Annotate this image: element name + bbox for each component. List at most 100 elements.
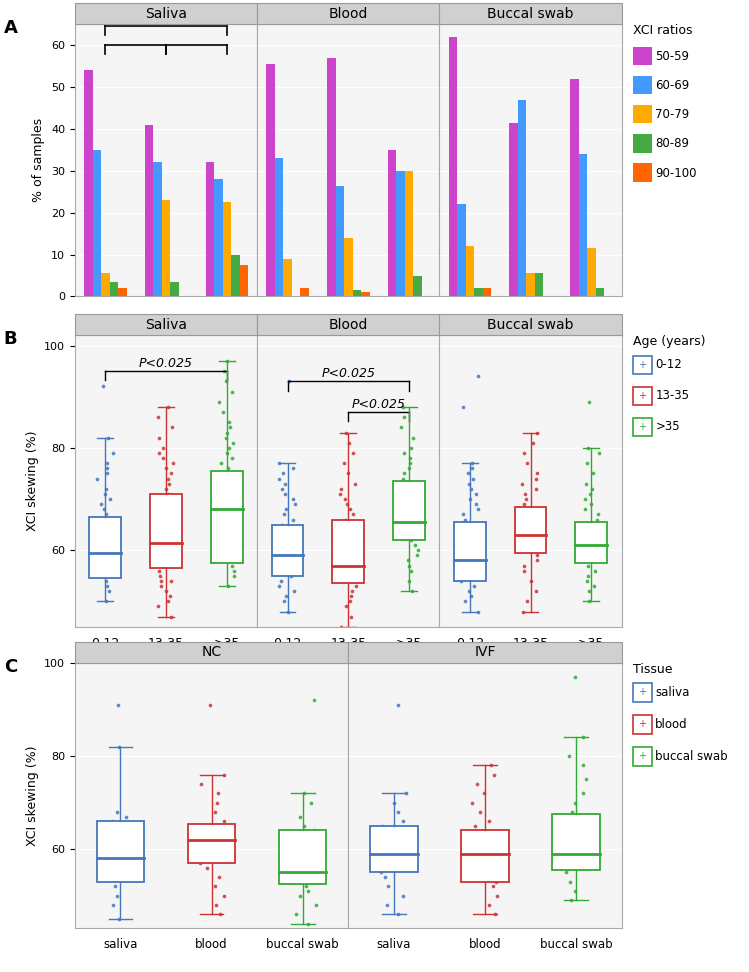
Point — [91, 470, 103, 486]
Point — [463, 558, 475, 573]
Point — [397, 470, 409, 486]
Bar — [333, 519, 364, 583]
Point — [124, 842, 136, 857]
Point — [227, 470, 239, 486]
Point — [100, 506, 112, 522]
Point — [467, 846, 479, 861]
Point — [308, 692, 320, 708]
Point — [336, 619, 348, 635]
Point — [303, 884, 315, 899]
Bar — [101, 273, 109, 296]
Point — [290, 527, 302, 542]
Point — [157, 450, 169, 466]
Point — [389, 846, 401, 861]
Point — [157, 440, 169, 456]
Point — [99, 486, 111, 502]
Point — [379, 827, 391, 843]
Point — [339, 558, 351, 573]
Point — [339, 511, 351, 527]
Point — [406, 583, 418, 599]
Text: > 35: > 35 — [578, 318, 604, 329]
Point — [98, 568, 110, 583]
Text: 0-12: 0-12 — [275, 318, 300, 329]
Bar — [466, 246, 474, 296]
Point — [344, 502, 356, 517]
Point — [491, 842, 503, 857]
Point — [397, 399, 409, 415]
Point — [300, 865, 312, 881]
Point — [289, 497, 301, 512]
Point — [163, 594, 175, 609]
Point — [95, 497, 107, 512]
Bar — [370, 826, 417, 873]
Point — [278, 594, 290, 609]
Point — [531, 553, 543, 569]
Point — [106, 814, 118, 829]
Point — [580, 860, 592, 876]
Bar — [575, 522, 607, 563]
Point — [518, 563, 530, 578]
Point — [479, 822, 491, 838]
Point — [100, 573, 112, 589]
Point — [462, 466, 474, 481]
Point — [225, 450, 237, 466]
Point — [204, 697, 216, 712]
Point — [228, 568, 240, 583]
Text: Blood: Blood — [329, 318, 368, 331]
Point — [167, 456, 179, 471]
Point — [465, 481, 477, 497]
Bar — [353, 291, 361, 296]
Point — [563, 822, 575, 838]
Point — [489, 869, 501, 885]
Text: 50-59: 50-59 — [655, 50, 689, 63]
Point — [593, 553, 605, 569]
Point — [218, 767, 230, 782]
Text: A: A — [4, 19, 18, 38]
Point — [104, 491, 116, 506]
Point — [216, 404, 228, 420]
Point — [112, 850, 124, 866]
Point — [343, 435, 355, 451]
Point — [404, 533, 416, 548]
Point — [104, 522, 116, 538]
Point — [303, 916, 315, 931]
Text: Tissue: Tissue — [633, 663, 673, 676]
Point — [470, 497, 482, 512]
Point — [518, 497, 530, 512]
Point — [563, 818, 575, 834]
Point — [279, 476, 291, 492]
Bar — [211, 470, 243, 563]
Point — [165, 608, 177, 624]
Point — [492, 860, 504, 876]
Point — [404, 491, 416, 506]
Point — [335, 522, 347, 538]
Point — [455, 573, 467, 589]
Point — [591, 511, 603, 527]
Point — [107, 547, 119, 563]
Point — [403, 573, 415, 589]
Bar — [162, 200, 170, 296]
Point — [518, 558, 530, 573]
Point — [168, 558, 180, 573]
Point — [277, 466, 289, 481]
Point — [400, 785, 412, 801]
Point — [586, 481, 598, 497]
Point — [341, 542, 353, 558]
Bar — [214, 179, 222, 296]
Bar — [461, 830, 509, 882]
Point — [590, 538, 602, 553]
Point — [398, 527, 410, 542]
Point — [412, 542, 424, 558]
Point — [227, 435, 239, 451]
Point — [101, 461, 113, 476]
Point — [530, 470, 542, 486]
Point — [220, 373, 232, 389]
Bar — [396, 171, 404, 296]
Point — [459, 511, 471, 527]
Point — [100, 547, 112, 563]
Point — [296, 832, 308, 848]
Point — [157, 533, 169, 548]
Point — [213, 394, 225, 409]
Point — [470, 486, 482, 502]
Point — [472, 502, 484, 517]
